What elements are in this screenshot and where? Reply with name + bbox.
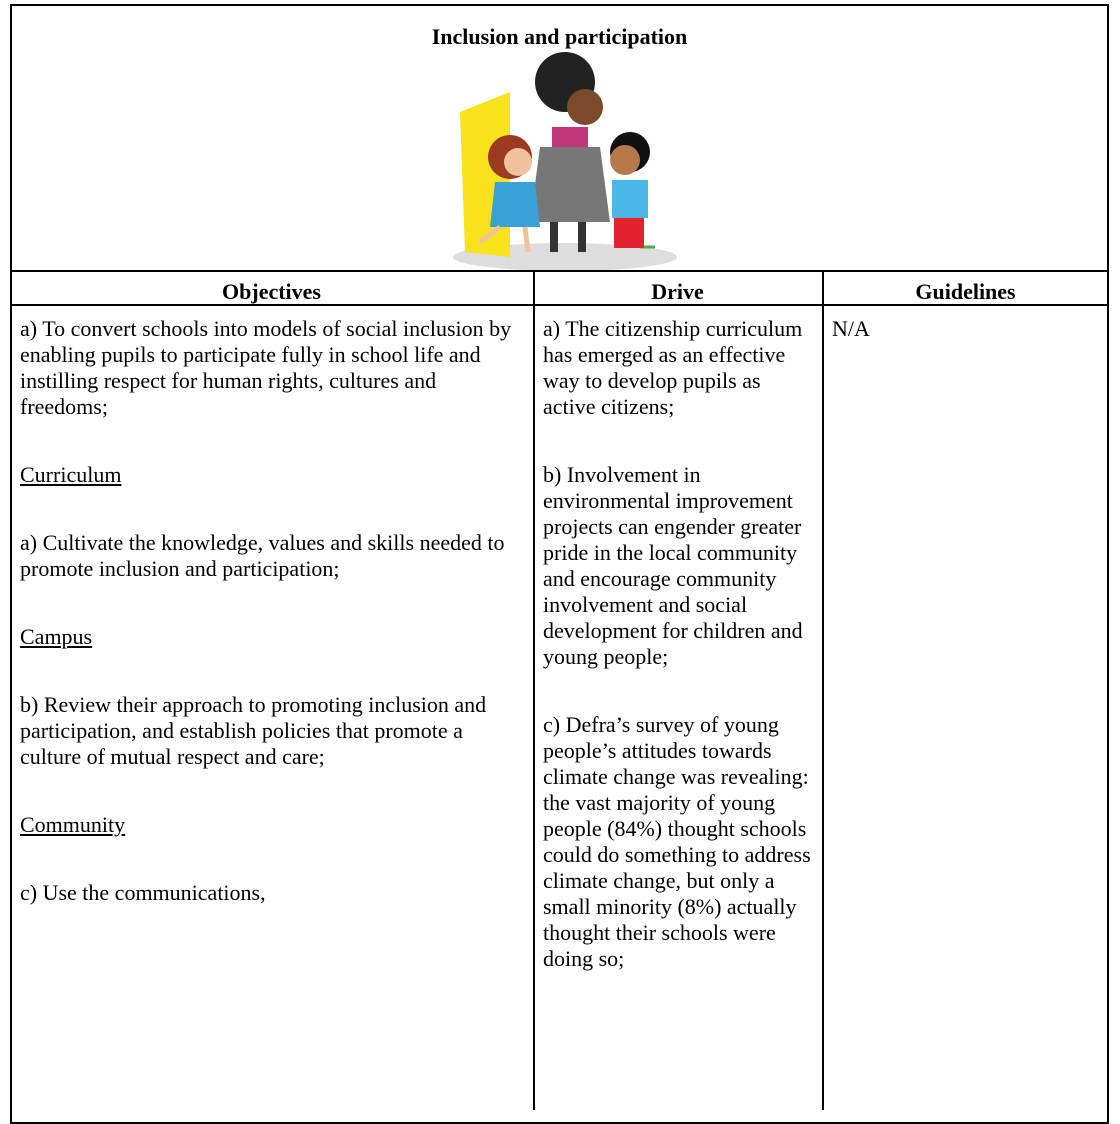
objectives-cell: a) To convert schools into models of soc… (20, 316, 529, 948)
table-title: Inclusion and participation (431, 24, 688, 49)
row-rule (10, 270, 1109, 272)
drive-cell: a) The citizenship curriculum has emerge… (543, 316, 818, 1014)
paragraph: c) Defra’s survey of young people’s atti… (543, 712, 811, 971)
paragraph: N/A (832, 316, 870, 341)
column-rule (533, 270, 535, 1110)
column-rule (822, 270, 824, 1110)
paragraph: c) Use the communications, (20, 880, 266, 905)
section-heading: Community (20, 812, 126, 837)
paragraph: a) The citizenship curriculum has emerge… (543, 316, 803, 419)
paragraph: a) To convert schools into models of soc… (20, 316, 512, 419)
row-rule (10, 304, 1109, 306)
guidelines-cell: N/A (832, 316, 1105, 384)
paragraph: a) Cultivate the knowledge, values and s… (20, 530, 505, 581)
paragraph: b) Involvement in environmental improvem… (543, 462, 803, 669)
column-header: Guidelines (915, 279, 1016, 304)
illustration (453, 52, 677, 271)
paragraph: b) Review their approach to promoting in… (20, 692, 487, 769)
column-header: Drive (651, 279, 704, 304)
section-heading: Campus (20, 624, 93, 649)
section-heading: Curriculum (20, 462, 122, 487)
column-header: Objectives (222, 279, 321, 304)
